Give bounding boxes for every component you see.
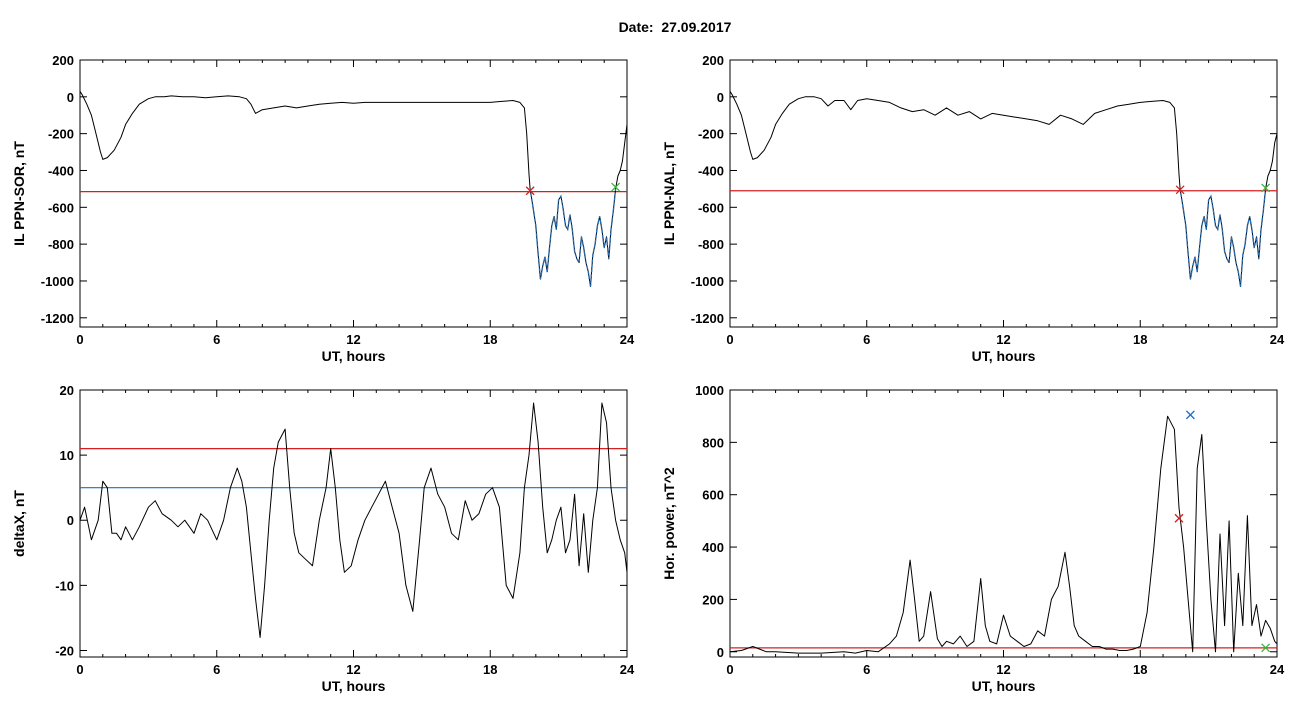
x-tick-label: 24 [1270,332,1285,347]
x-tick-label: 18 [1133,332,1147,347]
x-tick-label: 12 [346,332,360,347]
y-tick-label: -1000 [41,274,74,289]
y-tick-label: -800 [698,237,724,252]
plot-p3: 0 6 12 18 24 20 10 0 -10 -20 UT, hours deltaX, nT [11,383,635,694]
x-tick-label: 12 [996,332,1010,347]
highlight-series-segment [1179,188,1267,287]
y-tick-label: 20 [60,383,74,398]
y-tick-label: -600 [698,200,724,215]
y-axis-label: IL PPN-SOR, nT [11,141,27,246]
x-tick-label: 6 [213,332,220,347]
x-tick-label: 6 [863,332,870,347]
y-tick-label: -1200 [691,311,724,326]
event-marker-blue [1185,410,1195,420]
x-tick-label: 6 [213,662,220,677]
plot-p2: 0 6 12 18 24 200 0 -200 -400 -600 -800 -1000 -1200 UT… [661,53,1285,364]
x-tick-label: 0 [726,662,733,677]
y-tick-label: -400 [698,163,724,178]
y-tick-label: -1200 [41,311,74,326]
y-tick-label: -10 [55,578,74,593]
plot-p1: 0 6 12 18 24 200 0 -200 -400 -600 -800 -1000 -1200 UT… [11,53,635,364]
y-tick-label: -400 [48,163,74,178]
plot-frame [79,389,628,658]
y-tick-label: 0 [67,513,74,528]
x-tick-label: 18 [483,332,497,347]
x-tick-label: 0 [726,332,733,347]
y-tick-label: 10 [60,448,74,463]
x-tick-label: 24 [620,332,635,347]
y-tick-label: 0 [67,90,74,105]
event-marker-green [611,182,621,192]
x-tick-label: 6 [863,662,870,677]
x-tick-label: 12 [996,662,1010,677]
x-tick-label: 12 [346,662,360,677]
x-axis-label: UT, hours [322,348,386,364]
y-axis-label: IL PPN-NAL, nT [661,141,677,245]
x-tick-label: 18 [1133,662,1147,677]
plot-frame [79,59,628,328]
x-tick-label: 0 [76,332,83,347]
y-axis-label: Hor. power, nT^2 [661,467,677,580]
y-tick-label: 200 [702,53,724,68]
y-tick-label: 200 [52,53,74,68]
y-tick-label: -600 [48,200,74,215]
event-marker-red [1174,513,1184,523]
y-tick-label: 0 [717,645,724,660]
y-tick-label: -200 [48,127,74,142]
x-axis-label: UT, hours [972,678,1036,694]
x-axis-label: UT, hours [972,348,1036,364]
x-tick-label: 18 [483,662,497,677]
plot-data-area [80,402,627,638]
y-tick-label: 400 [702,540,724,555]
highlight-series-segment [529,188,617,287]
plot-p4: 0 6 12 18 24 1000 800 600 400 200 0 UT, hours Hor. p… [661,383,1285,694]
y-tick-label: 1000 [695,383,724,398]
plot-frame [729,59,1278,328]
y-tick-label: -1000 [691,274,724,289]
data-series-line [730,415,1277,654]
y-tick-label: 800 [702,435,724,450]
plot-data-area [80,91,627,287]
y-tick-label: 600 [702,488,724,503]
x-tick-label: 24 [1270,662,1285,677]
x-tick-label: 0 [76,662,83,677]
figure-date-title: Date: 27.09.2017 [618,19,732,35]
data-series-line [80,402,627,638]
x-tick-label: 24 [620,662,635,677]
data-series-line [730,91,1277,287]
plot-data-area [730,415,1277,654]
event-marker-red [525,186,535,196]
event-marker-red [1175,185,1185,195]
y-tick-label: -200 [698,127,724,142]
data-series-line [80,91,627,287]
y-tick-label: -800 [48,237,74,252]
y-axis-label: deltaX, nT [11,490,27,557]
y-tick-label: -20 [55,643,74,658]
event-marker-green [1261,643,1271,653]
y-tick-label: 0 [717,90,724,105]
x-axis-label: UT, hours [322,678,386,694]
event-marker-green [1261,183,1271,193]
y-tick-label: 200 [702,592,724,607]
plot-data-area [730,91,1277,287]
